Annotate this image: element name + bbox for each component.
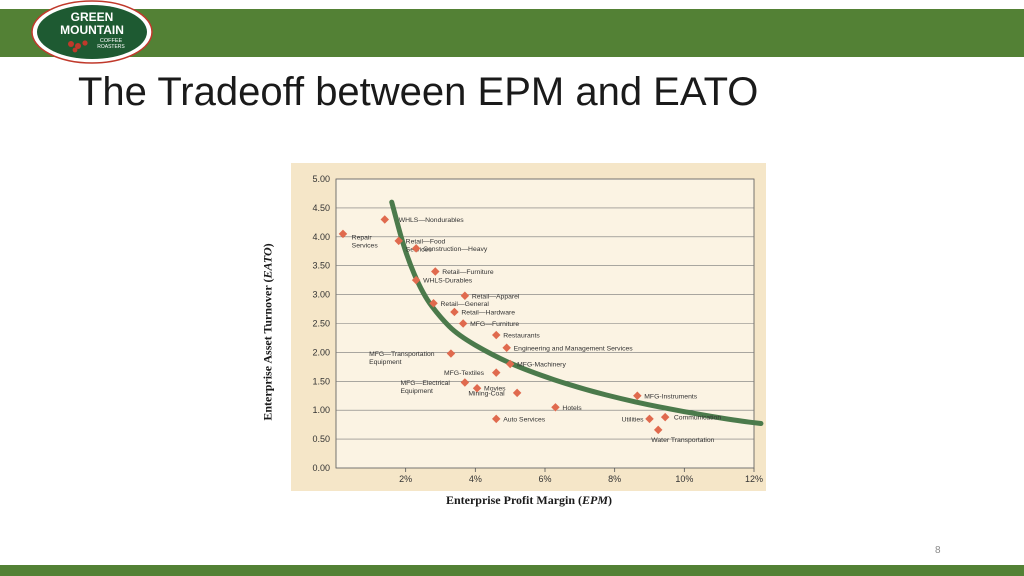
data-point-label: WHLS—Nondurables bbox=[399, 217, 465, 224]
data-point bbox=[446, 349, 456, 358]
green-mountain-coffee-logo: GREEN MOUNTAIN COFFEE ROASTERS bbox=[31, 0, 153, 64]
data-point bbox=[512, 388, 522, 398]
y-tick-label: 5.00 bbox=[312, 174, 330, 184]
data-point bbox=[502, 343, 511, 353]
data-point-label: Restaurants bbox=[503, 333, 540, 340]
y-tick-label: 0.00 bbox=[312, 463, 330, 473]
x-tick-label: 8% bbox=[608, 474, 621, 484]
data-point-label: Auto Services bbox=[503, 416, 546, 423]
data-point bbox=[653, 425, 663, 435]
footer-bar bbox=[0, 565, 1024, 576]
x-tick-label: 12% bbox=[745, 474, 763, 484]
header-bar bbox=[0, 9, 1024, 57]
data-point bbox=[431, 267, 440, 276]
data-point bbox=[491, 368, 501, 377]
x-tick-label: 10% bbox=[675, 474, 693, 484]
logo-line2: MOUNTAIN bbox=[60, 23, 124, 37]
data-point bbox=[394, 236, 403, 246]
data-point-label: MFG-Textiles bbox=[444, 370, 485, 377]
data-point-label: Utilities bbox=[622, 416, 645, 423]
data-point-label: Movies bbox=[484, 386, 506, 393]
data-point bbox=[429, 299, 438, 308]
logo-line1: GREEN bbox=[71, 10, 114, 24]
data-point bbox=[505, 359, 515, 369]
data-point bbox=[645, 414, 654, 424]
logo-bean bbox=[72, 47, 78, 53]
y-tick-label: 4.00 bbox=[312, 232, 330, 242]
data-point-label: Communication bbox=[674, 415, 721, 422]
data-point-label: MFG-Machinery bbox=[517, 361, 566, 368]
data-point-label: MFG-Instruments bbox=[644, 393, 697, 400]
x-axis-label: Enterprise Profit Margin (EPM) bbox=[445, 493, 613, 507]
data-point-label: Construction—Heavy bbox=[423, 246, 488, 253]
tradeoff-curve bbox=[389, 199, 764, 426]
data-point-label: Retail—Hardware bbox=[461, 309, 515, 316]
data-point bbox=[472, 383, 482, 393]
data-point-label: Retail—Furniture bbox=[442, 269, 494, 276]
y-tick-label: 1.00 bbox=[312, 405, 330, 415]
data-point bbox=[411, 275, 421, 285]
data-point bbox=[491, 330, 501, 340]
x-tick-label: 2% bbox=[399, 474, 412, 484]
data-point-label: Retail—General bbox=[441, 301, 490, 308]
data-point-label: Retail—Food bbox=[406, 238, 446, 245]
data-point-label: Equipment bbox=[369, 359, 402, 366]
data-point-label: Hotels bbox=[562, 405, 582, 412]
scatter-chart: 0.00 0.50 1.00 1.50 2.00 2.50 3.00 3.50 4.00 4.50… bbox=[312, 174, 764, 484]
logo-badge bbox=[37, 5, 147, 59]
data-point bbox=[633, 391, 642, 400]
y-tick-label: 1.50 bbox=[312, 376, 330, 386]
data-point bbox=[450, 307, 459, 317]
y-tick-label: 4.50 bbox=[312, 203, 330, 213]
data-point bbox=[491, 414, 501, 424]
y-tick-label: 3.00 bbox=[312, 290, 330, 300]
data-point-label: Services bbox=[352, 242, 379, 249]
logo-bean bbox=[68, 41, 74, 47]
page-number: 8 bbox=[935, 545, 941, 556]
data-point-label: MFG—Transportation bbox=[369, 351, 435, 358]
data-point-label: WHLS-Durables bbox=[423, 278, 473, 285]
data-point-label: Mining-Coal bbox=[468, 390, 505, 397]
data-point bbox=[458, 319, 468, 328]
logo-bean bbox=[75, 43, 81, 49]
data-point bbox=[460, 378, 470, 387]
logo-line3: COFFEE bbox=[100, 38, 123, 44]
data-point bbox=[460, 291, 470, 300]
data-point-label: Water Transportation bbox=[651, 437, 714, 444]
x-tick-label: 4% bbox=[469, 474, 482, 484]
y-tick-label: 2.50 bbox=[312, 319, 330, 329]
data-point-label: Retail—Apparel bbox=[472, 293, 520, 300]
y-tick-label: 0.50 bbox=[312, 434, 330, 444]
data-point-label: MFG—Electrical bbox=[400, 380, 450, 387]
data-point bbox=[551, 403, 560, 412]
data-point bbox=[411, 244, 421, 253]
y-axis-label: Enterprise Asset Turnover (EATO) bbox=[260, 243, 275, 421]
data-point-label: Repair bbox=[352, 234, 373, 241]
data-point-label: MFG—Furniture bbox=[470, 321, 519, 328]
logo-line4: ROASTERS bbox=[97, 44, 125, 50]
y-tick-label: 3.50 bbox=[312, 261, 330, 271]
slide-title: The Tradeoff between EPM and EATO bbox=[78, 70, 759, 114]
chart-panel: 0.00 0.50 1.00 1.50 2.00 2.50 3.00 3.50 4.00 4.50… bbox=[291, 163, 766, 491]
y-tick-label: 2.00 bbox=[312, 347, 330, 357]
data-point-label: Equipment bbox=[400, 388, 433, 395]
data-point-label: Services bbox=[406, 246, 433, 253]
logo-bean bbox=[82, 40, 88, 46]
x-tick-label: 6% bbox=[538, 474, 551, 484]
data-point-label: Engineering and Management Services bbox=[514, 345, 634, 352]
